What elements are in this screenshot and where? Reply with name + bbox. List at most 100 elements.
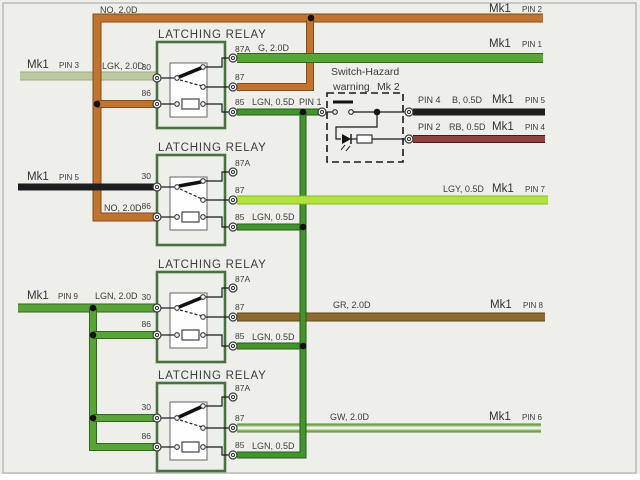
latching-relay-2: LATCHING RELAY 30 86 87A 87 85 xyxy=(142,142,267,247)
mk1-pin7-label: Mk1 xyxy=(492,183,514,195)
mk1-pin1-label: Mk1 xyxy=(489,38,511,50)
terminal-connector-icon xyxy=(228,82,238,92)
terminal-label-30: 30 xyxy=(142,402,152,412)
mk1-pin5-right-label: Mk1 xyxy=(492,94,514,106)
lgn-relay1-wire-label: LGN, 0.5D xyxy=(252,97,295,107)
relay-title: LATCHING RELAY xyxy=(158,29,267,41)
junction-dot xyxy=(299,108,307,116)
switch-contact xyxy=(332,109,338,115)
switch-contact xyxy=(348,109,354,115)
relay-switch-alt-path xyxy=(179,419,203,428)
terminal-connector-icon xyxy=(152,99,162,109)
no-top-wire-label: NO, 2.0D xyxy=(100,5,138,15)
terminal-label-87a: 87A xyxy=(235,383,250,393)
relay-contact xyxy=(200,403,206,409)
terminal-connector-icon xyxy=(152,212,162,222)
mk1-pin5-right-pin-label: PIN 5 xyxy=(525,96,546,105)
latching-relay-1: LATCHING RELAY 30 86 87A 87 85 xyxy=(142,29,267,130)
terminal-label-87a: 87A xyxy=(235,158,250,168)
terminal-label-87: 87 xyxy=(235,413,245,423)
junction-dot xyxy=(93,100,101,108)
terminal-connector-icon xyxy=(152,303,162,313)
terminal-connector-icon xyxy=(228,222,238,232)
gr-wire-label: GR, 2.0D xyxy=(333,300,371,310)
terminal-label-30: 30 xyxy=(142,171,152,181)
relay-contact xyxy=(200,197,206,203)
terminal-label-85: 85 xyxy=(235,212,245,222)
relay-contact xyxy=(174,305,180,311)
mk1-pin1-pin-label: PIN 1 xyxy=(522,40,543,49)
relay-switch-arm xyxy=(178,405,202,419)
latching-relay-4: LATCHING RELAY 30 86 87A 87 85 xyxy=(142,370,267,473)
relay-contact xyxy=(200,332,206,338)
terminal-connector-icon xyxy=(152,182,162,192)
mk1-pin3-pin-label: PIN 3 xyxy=(59,61,80,70)
terminal-connector-icon xyxy=(152,413,162,423)
terminal-label-86: 86 xyxy=(142,431,152,441)
hazard-dashed-border xyxy=(326,92,404,163)
mk1-pin4-pin-label: PIN 4 xyxy=(525,123,546,132)
gw-wire-label: GW, 2.0D xyxy=(330,412,370,422)
relay-contact xyxy=(200,294,206,300)
hazard-title-line2: warning xyxy=(332,81,370,93)
terminal-connector-icon xyxy=(228,392,238,402)
terminal-label-85: 85 xyxy=(235,97,245,107)
terminal-connector-icon xyxy=(228,450,238,460)
relay-contact xyxy=(174,184,180,190)
terminal-label-86: 86 xyxy=(142,319,152,329)
relay-coil xyxy=(181,441,200,453)
relay-contact xyxy=(174,444,180,450)
relay-coil xyxy=(181,98,200,110)
mk1-pin5-left-label: Mk1 xyxy=(27,171,49,183)
terminal-label-87a: 87A xyxy=(235,44,250,54)
mk1-pin9-pin-label: PIN 9 xyxy=(58,292,79,301)
hazard-title-line3: Mk 2 xyxy=(377,81,400,93)
b-wire-label: B, 0.5D xyxy=(452,95,483,105)
relay-contact xyxy=(200,425,206,431)
terminal-connector-icon xyxy=(228,53,238,63)
relay-switch-arm xyxy=(178,296,202,309)
relay-title: LATCHING RELAY xyxy=(158,259,267,271)
terminal-connector-icon xyxy=(228,423,238,433)
led-icon xyxy=(342,134,351,144)
lgn-relay2-wire-label: LGN, 0.5D xyxy=(252,212,295,222)
relay-title: LATCHING RELAY xyxy=(158,370,267,382)
relay-outer-box xyxy=(155,40,227,130)
relay-contact xyxy=(200,84,206,90)
mk1-pin3-label: Mk1 xyxy=(27,59,49,71)
relay-contact xyxy=(200,214,206,220)
junction-dot xyxy=(89,331,97,339)
hazard-pin4-label: PIN 4 xyxy=(418,95,441,105)
relay-switch-alt-path xyxy=(179,309,203,317)
mk1-pin2-label: Mk1 xyxy=(489,3,511,15)
mk1-pin9-label: Mk1 xyxy=(27,290,49,302)
relay-contact xyxy=(174,75,180,81)
wire-no-trunk xyxy=(92,13,543,222)
lgn-relay4-wire-label: LGN, 0.5D xyxy=(252,441,295,451)
terminal-connector-icon xyxy=(228,195,238,205)
mk1-pin7-pin-label: PIN 7 xyxy=(525,185,546,194)
terminal-label-87: 87 xyxy=(235,302,245,312)
relay-title: LATCHING RELAY xyxy=(158,142,267,154)
terminal-label-85: 85 xyxy=(235,440,245,450)
lgk-wire-label: LGK, 2.0D xyxy=(102,61,145,71)
mk1-pin6-pin-label: PIN 6 xyxy=(522,413,543,422)
relay-contact xyxy=(174,415,180,421)
terminal-label-87: 87 xyxy=(235,72,245,82)
terminal-connector-icon xyxy=(228,167,238,177)
mk1-pin6-label: Mk1 xyxy=(489,411,511,423)
terminal-connector-icon xyxy=(317,107,327,117)
terminal-connector-icon xyxy=(228,107,238,117)
relay-switch-alt-path xyxy=(179,188,203,200)
relay-outer-box xyxy=(155,381,227,473)
hazard-title-line1: Switch-Hazard xyxy=(331,66,399,78)
relay-coil xyxy=(181,329,200,341)
no-relay2-wire-label: NO, 2.0D xyxy=(104,203,142,213)
lgy-wire-label: LGY, 0.5D xyxy=(443,184,484,194)
junction-dot xyxy=(89,304,97,312)
terminal-connector-icon xyxy=(404,107,414,117)
terminal-connector-icon xyxy=(404,134,414,144)
mk1-pin8-pin-label: PIN 8 xyxy=(523,301,544,310)
